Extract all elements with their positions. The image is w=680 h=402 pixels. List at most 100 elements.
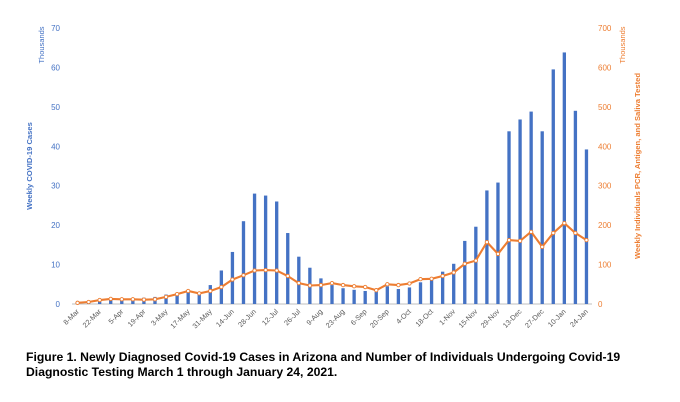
tested-point: [152, 297, 158, 302]
figure-caption: Figure 1. Newly Diagnosed Covid-19 Cases…: [26, 350, 666, 380]
x-tick-label: 17-May: [168, 307, 192, 331]
case-bar: [418, 282, 423, 304]
left-tick-label: 20: [51, 221, 60, 230]
x-tick-label: 12-Jul: [260, 307, 280, 327]
tested-point: [119, 297, 124, 302]
case-bar: [164, 294, 168, 304]
left-tick-label: 60: [51, 63, 60, 72]
right-tick-label: 600: [598, 63, 612, 72]
x-tick-label: 20-Sep: [368, 307, 391, 330]
tested-point: [407, 281, 412, 286]
x-tick-label: 14-Jun: [214, 307, 236, 329]
x-tick-label: 28-Jun: [236, 307, 258, 329]
tested-point: [296, 280, 301, 286]
case-bar: [363, 290, 367, 304]
x-tick-label: 29-Nov: [479, 307, 502, 330]
tested-point: [551, 230, 556, 236]
tested-point: [307, 283, 313, 288]
tested-point: [363, 284, 368, 290]
case-bar: [407, 287, 412, 304]
case-bar: [485, 190, 489, 304]
x-tick-label: 9-Aug: [304, 307, 324, 327]
tested-point: [340, 282, 346, 288]
right-tick-label: 500: [598, 103, 612, 112]
x-tick-label: 22-Mar: [81, 307, 104, 330]
tested-point: [418, 277, 423, 282]
caption-line-2: Diagnostic Testing March 1 through Janua…: [26, 365, 338, 379]
right-axis-title: Weekly Individuals PCR, Antigen, and Sal…: [633, 73, 642, 259]
tested-point: [174, 291, 180, 297]
case-bar: [540, 131, 544, 304]
x-tick-label: 27-Dec: [523, 307, 546, 330]
chart: 0 10 20 30 40 50 60 70 0 100 200 300 400 500 600 700 Tho…: [25, 24, 642, 331]
case-bar: [440, 271, 445, 304]
case-bar: [297, 256, 301, 304]
case-bar: [507, 131, 511, 304]
tested-point: [208, 288, 213, 294]
tested-point: [230, 277, 235, 282]
tested-point: [484, 239, 490, 245]
left-tick-label: 30: [51, 182, 60, 191]
tested-point: [573, 230, 578, 236]
left-tick-label: 40: [51, 142, 60, 151]
tested-point: [130, 297, 136, 302]
left-axis-title: Weekly COVID-19 Cases: [25, 122, 34, 210]
right-tick-label: 700: [598, 24, 612, 33]
case-bar: [551, 69, 555, 305]
case-bar: [452, 263, 456, 304]
case-bar: [263, 195, 268, 304]
case-bar: [429, 278, 434, 304]
case-bar: [474, 226, 478, 304]
tested-point: [163, 294, 169, 300]
tested-point: [252, 268, 257, 273]
tested-point: [186, 288, 191, 294]
tested-point: [528, 229, 534, 234]
tested-point: [462, 261, 467, 266]
x-tick-label: 23-Aug: [324, 307, 347, 330]
case-bar: [573, 110, 578, 304]
x-tick-label: 26-Jul: [282, 307, 302, 327]
case-bar: [109, 299, 113, 304]
tested-point: [473, 258, 478, 263]
case-bar: [529, 111, 533, 305]
x-tick-label: 4-Oct: [394, 307, 413, 326]
case-bar: [562, 52, 566, 305]
left-tick-label: 10: [51, 261, 60, 270]
caption-line-1: Figure 1. Newly Diagnosed Covid-19 Cases…: [26, 350, 621, 364]
case-bar: [385, 286, 389, 304]
x-tick-label: 1-Nov: [437, 307, 457, 327]
right-tick-label: 100: [598, 261, 612, 270]
tested-point: [86, 299, 91, 305]
case-bar: [374, 291, 378, 304]
case-bar: [319, 278, 323, 304]
tested-point: [263, 267, 268, 273]
right-tick-label: 300: [598, 182, 612, 191]
tested-point: [584, 237, 589, 243]
case-bar: [175, 292, 179, 304]
tested-point: [97, 297, 102, 303]
tested-point: [440, 273, 445, 279]
tested-point: [506, 237, 512, 243]
x-tick-label: 31-May: [190, 307, 214, 331]
x-tick-label: 8-Mar: [61, 307, 81, 327]
tested-point: [75, 300, 80, 305]
tested-point: [351, 284, 357, 289]
case-bar: [352, 289, 356, 304]
tested-point: [141, 297, 147, 302]
right-tick-label: 200: [598, 221, 612, 230]
tested-point: [318, 282, 324, 288]
tested-point: [219, 284, 224, 290]
left-axis-unit: Thousands: [37, 26, 46, 63]
tested-point: [329, 280, 335, 286]
x-tick-label: 5-Apr: [106, 307, 125, 326]
tested-point: [108, 296, 113, 302]
right-axis-unit: Thousands: [618, 26, 627, 63]
tested-point: [562, 221, 567, 226]
case-bar: [98, 300, 102, 304]
tested-point: [396, 282, 401, 288]
tested-point: [374, 288, 379, 293]
tested-point: [385, 282, 390, 287]
left-tick-label: 50: [51, 103, 60, 112]
x-tick-label: 6-Sep: [349, 307, 369, 327]
left-tick-label: 70: [51, 24, 60, 33]
